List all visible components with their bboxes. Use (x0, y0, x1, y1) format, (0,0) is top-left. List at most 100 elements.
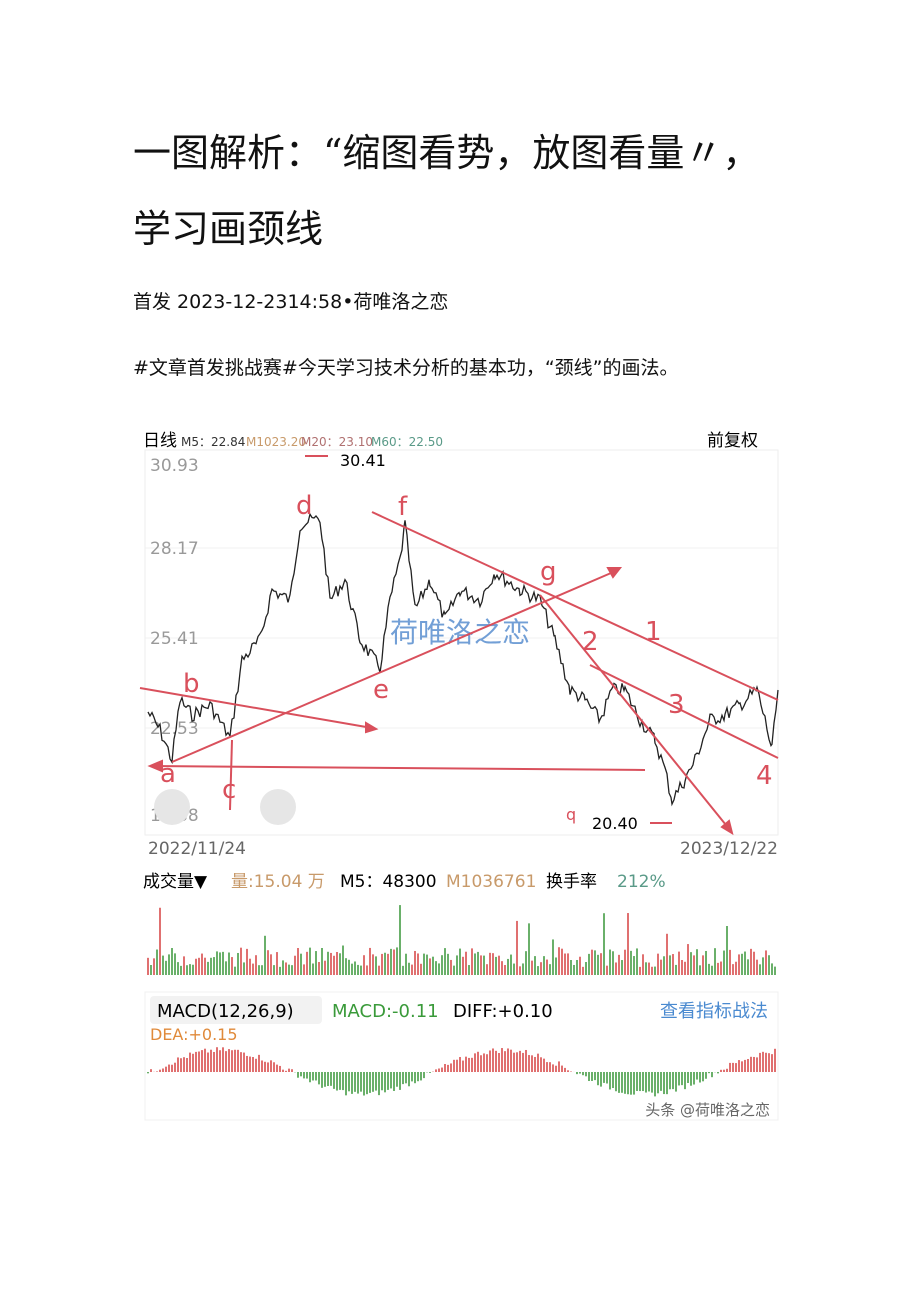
macd-bar (654, 1072, 656, 1097)
point-label: d (296, 491, 313, 521)
volume-bar (255, 955, 257, 975)
volume-bar (729, 949, 731, 975)
macd-bar (618, 1072, 620, 1093)
macd-bar (378, 1072, 380, 1096)
macd-bar (756, 1057, 758, 1072)
volume-bar (765, 950, 767, 975)
volume-bar (714, 948, 716, 975)
point-label: 3 (668, 690, 685, 720)
volume-bar (507, 958, 509, 975)
macd-bar (162, 1068, 164, 1072)
volume-bar (621, 960, 623, 975)
macd-bar (168, 1064, 170, 1072)
macd-bar (699, 1072, 701, 1083)
meta: 首发 2023-12-2314:58•荷唯洛之恋 (133, 291, 449, 313)
point-labels: a b c d e f g 1 2 3 4 q (160, 491, 773, 824)
macd-bar (246, 1055, 248, 1072)
volume-bar (318, 962, 320, 975)
volume-bar (717, 962, 719, 975)
macd-bar (351, 1072, 353, 1094)
macd-bar (207, 1052, 209, 1072)
macd-bar (657, 1072, 659, 1094)
intro: #文章首发挑战赛#今天学习技术分析的基本功，“颈线”的画法。 (133, 357, 679, 379)
point-label: f (398, 492, 408, 522)
volume-bar (666, 933, 668, 975)
volume-bar (606, 965, 608, 975)
point-label: a (160, 759, 176, 789)
volume-bar (264, 935, 266, 975)
macd-bar (513, 1052, 515, 1072)
macd-bar (435, 1069, 437, 1072)
point-label: 2 (582, 627, 599, 657)
volume-bar (378, 965, 380, 975)
macd-bar (672, 1072, 674, 1090)
volume-bar (696, 949, 698, 975)
volume-bar (156, 949, 158, 975)
volume-bar (702, 955, 704, 975)
macd-bar (258, 1054, 260, 1072)
volume-bar (213, 957, 215, 975)
volume-bar (642, 954, 644, 975)
macd-bar (399, 1072, 401, 1090)
macd-label: MACD(12,26,9) (157, 1001, 294, 1022)
macd-bar (474, 1053, 476, 1072)
volume-bar (498, 955, 500, 975)
volume-bar (231, 957, 233, 975)
volume-bar (195, 958, 197, 975)
button[interactable] (260, 789, 296, 825)
macd-bar (348, 1072, 350, 1092)
diff-value: DIFF:+0.10 (453, 1001, 553, 1022)
macd-bar (234, 1049, 236, 1072)
ma-label: M5：48300 (340, 872, 437, 892)
macd-bar (591, 1072, 593, 1081)
volume-bar (228, 952, 230, 975)
macd-bar (417, 1072, 419, 1082)
volume-bar (192, 964, 194, 975)
macd-bar (336, 1072, 338, 1091)
volume-bar (207, 961, 209, 975)
y-label: 22.53 (150, 719, 199, 739)
macd-bar (540, 1057, 542, 1072)
volume-bar (336, 951, 338, 975)
macd-bar (615, 1072, 617, 1092)
macd-bar (450, 1063, 452, 1072)
macd-bar (558, 1061, 560, 1072)
macd-bar (186, 1058, 188, 1072)
macd-bar (585, 1072, 587, 1077)
volume-bar (465, 951, 467, 975)
macd-bar (594, 1072, 596, 1081)
volume-bar (471, 948, 473, 975)
strategy-link[interactable]: 查看指标战法 (660, 1001, 768, 1022)
macd-bar (630, 1072, 632, 1095)
macd-bar (330, 1072, 332, 1086)
volume-bar (603, 913, 605, 975)
macd-bar (717, 1072, 719, 1074)
macd-bar (405, 1072, 407, 1084)
volume-bar (441, 955, 443, 975)
macd-bar (582, 1072, 584, 1076)
macd-bar (273, 1062, 275, 1072)
volume-bar (345, 958, 347, 975)
date-label: 2022/11/24 (148, 839, 246, 859)
volume-bar (180, 965, 182, 975)
macd-selector[interactable] (150, 996, 322, 1024)
macd-bar (318, 1072, 320, 1085)
volume-bar (585, 962, 587, 975)
volume-bar (744, 951, 746, 975)
volume-bar (429, 958, 431, 975)
volume-bar (612, 951, 614, 975)
macd-bar (702, 1072, 704, 1082)
macd-bar (495, 1050, 497, 1072)
volume-bar (684, 961, 686, 975)
button[interactable] (154, 789, 190, 825)
macd-bar (531, 1055, 533, 1072)
volume-bar (273, 965, 275, 975)
macd-bar (492, 1048, 494, 1072)
macd-bar (165, 1066, 167, 1072)
volume-bar (546, 959, 548, 975)
volume-bar (636, 948, 638, 975)
volume-bar (690, 952, 692, 975)
macd-bar (483, 1053, 485, 1072)
y-label: 30.93 (150, 456, 199, 476)
volume-bar (219, 952, 221, 975)
